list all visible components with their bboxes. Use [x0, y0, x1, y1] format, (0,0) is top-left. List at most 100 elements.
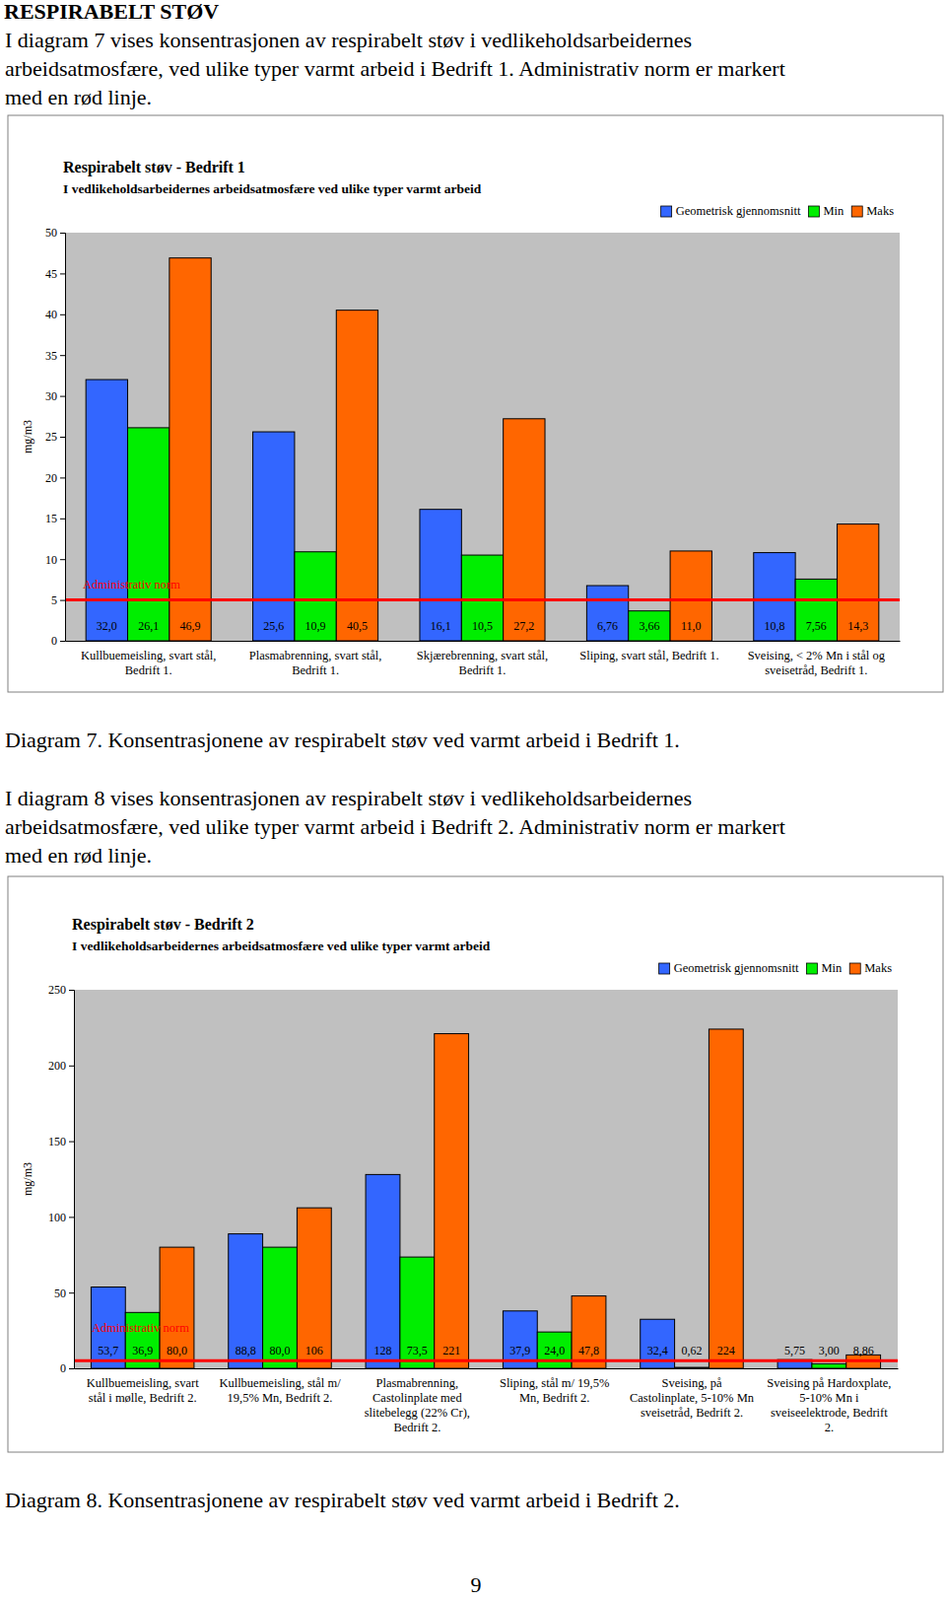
bar	[537, 1331, 572, 1368]
data-label: 0,62	[681, 1343, 703, 1357]
y-tick-label: 20	[45, 471, 58, 485]
y-tick: 250	[48, 982, 74, 997]
y-tick: 0	[51, 633, 66, 648]
bar	[336, 310, 378, 641]
y-tick-mark	[68, 1291, 74, 1293]
y-axis: 05101520253035404550	[45, 225, 67, 648]
data-label: 32,4	[647, 1343, 669, 1357]
y-axis-title: mg/m3	[20, 1161, 35, 1196]
label-line: Skjærebrenning, svart stål,	[416, 648, 548, 663]
bar	[753, 552, 796, 641]
legend-label: Geometrisk gjennomsnitt	[674, 960, 800, 975]
bars-group	[65, 258, 900, 641]
y-tick-mark	[60, 232, 66, 234]
label-line: Bedrift 2.	[393, 1419, 441, 1434]
y-tick-mark	[60, 600, 66, 602]
caption: Diagram 8. Konsentrasjonene av respirabe…	[4, 1486, 680, 1512]
chart-subtitle: I vedlikeholdsarbeidernes arbeidsatmosfæ…	[63, 181, 482, 197]
bar	[253, 431, 295, 641]
label-line: Kullbuemeisling, stål m/	[218, 1375, 341, 1390]
y-tick-mark	[60, 518, 66, 520]
x-tick-label: Sliping, svart stål, Bedrift 1.	[579, 648, 719, 663]
y-tick: 20	[45, 471, 66, 485]
page: RESPIRABELT STØVI diagram 7 vises konsen…	[0, 0, 946, 1600]
legend: Geometrisk gjennomsnittMinMaks	[661, 203, 894, 218]
x-tick: Sveising, < 2% Mn i stål ogsveisetråd, B…	[747, 640, 886, 677]
bar	[294, 551, 337, 641]
chart-title: Respirabelt støv - Bedrift 2	[71, 915, 255, 934]
x-tick-label: Kullbuemeisling, svartstål i mølle, Bedr…	[86, 1375, 200, 1405]
bars-group	[73, 1028, 898, 1368]
y-tick-mark	[60, 558, 66, 560]
y-tick-mark	[68, 1216, 74, 1217]
bar	[434, 1033, 470, 1368]
data-label: 46,9	[180, 618, 202, 633]
data-label: 11,0	[680, 618, 702, 633]
y-axis-title: mg/m3	[20, 419, 35, 454]
x-tick-label: Kullbuemeisling, stål m/19,5% Mn, Bedrif…	[218, 1375, 341, 1405]
y-tick-label: 30	[45, 389, 58, 404]
y-tick-mark	[60, 396, 66, 398]
data-label: 24,0	[543, 1343, 565, 1357]
y-tick-label: 10	[45, 552, 58, 567]
x-tick: Sveising på Hardoxplate,5-10% Mn isveise…	[766, 1367, 891, 1434]
y-tick-mark	[68, 1141, 74, 1143]
y-tick: 50	[54, 1285, 74, 1300]
y-axis: 050100150200250	[48, 982, 75, 1375]
y-tick-label: 250	[48, 982, 67, 997]
caption: Diagram 7. Konsentrasjonene av respirabe…	[4, 727, 680, 752]
bar	[795, 578, 837, 641]
y-tick-mark	[68, 989, 74, 991]
data-label: 6,76	[597, 618, 618, 633]
y-tick: 35	[45, 348, 66, 363]
data-label: 8,86	[853, 1343, 875, 1357]
bar	[503, 418, 545, 641]
data-label: 5,75	[784, 1343, 806, 1357]
label-line: stål i mølle, Bedrift 2.	[88, 1390, 198, 1405]
data-label: 80,0	[166, 1343, 188, 1357]
y-tick: 50	[45, 225, 66, 240]
paragraph-line: med en rød linje.	[4, 84, 152, 110]
y-tick-mark	[60, 354, 66, 356]
plot-area	[65, 232, 900, 641]
label-line: Sveising, på	[661, 1375, 723, 1390]
label-line: Sveising, < 2% Mn i stål og	[747, 648, 886, 663]
y-tick-label: 0	[60, 1360, 67, 1375]
label-line: Bedrift 1.	[125, 663, 173, 677]
y-tick: 30	[45, 389, 66, 404]
y-axis-line	[60, 233, 67, 642]
norm-line	[73, 1358, 898, 1362]
data-label: 32,0	[96, 618, 118, 633]
y-tick: 15	[45, 511, 66, 526]
data-label: 16,1	[430, 618, 452, 633]
bar	[365, 1173, 401, 1368]
data-label: 10,8	[763, 618, 785, 633]
label-line: 2.	[824, 1419, 834, 1434]
chart-frame	[7, 115, 944, 692]
y-axis-line	[68, 990, 75, 1369]
y-tick-label: 45	[45, 267, 58, 281]
y-tick-mark	[60, 314, 66, 316]
x-tick: Plasmabrenning, svart stål,Bedrift 1.	[249, 640, 383, 677]
data-label: 88,8	[235, 1343, 257, 1357]
x-tick-label: Sveising, påCastolinplate, 5-10% Mnsveis…	[629, 1375, 755, 1419]
y-tick: 150	[48, 1134, 74, 1149]
legend-label: Geometrisk gjennomsnitt	[675, 203, 802, 218]
x-axis-line	[74, 1367, 899, 1369]
x-tick: Kullbuemeisling, svartstål i mølle, Bedr…	[86, 1367, 200, 1405]
y-tick: 10	[45, 552, 66, 567]
y-tick: 5	[51, 593, 66, 608]
x-tick: Skjærebrenning, svart stål,Bedrift 1.	[416, 640, 548, 677]
data-label: 10,5	[472, 618, 493, 633]
chart-title: Respirabelt støv - Bedrift 1	[63, 158, 246, 177]
bar	[85, 379, 128, 641]
x-tick: Plasmabrenning,Castolinplate medslitebel…	[364, 1367, 471, 1434]
x-tick: Sveising, påCastolinplate, 5-10% Mnsveis…	[629, 1367, 755, 1419]
data-label: 221	[442, 1343, 461, 1357]
x-tick: Kullbuemeisling, stål m/19,5% Mn, Bedrif…	[218, 1367, 341, 1405]
x-axis: Kullbuemeisling, svart stål,Bedrift 1.Pl…	[66, 640, 901, 677]
y-tick: 0	[60, 1360, 74, 1375]
bar	[675, 1366, 710, 1368]
label-line: Plasmabrenning, svart stål,	[249, 648, 383, 663]
label-line: Sveising på Hardoxplate,	[766, 1375, 891, 1390]
